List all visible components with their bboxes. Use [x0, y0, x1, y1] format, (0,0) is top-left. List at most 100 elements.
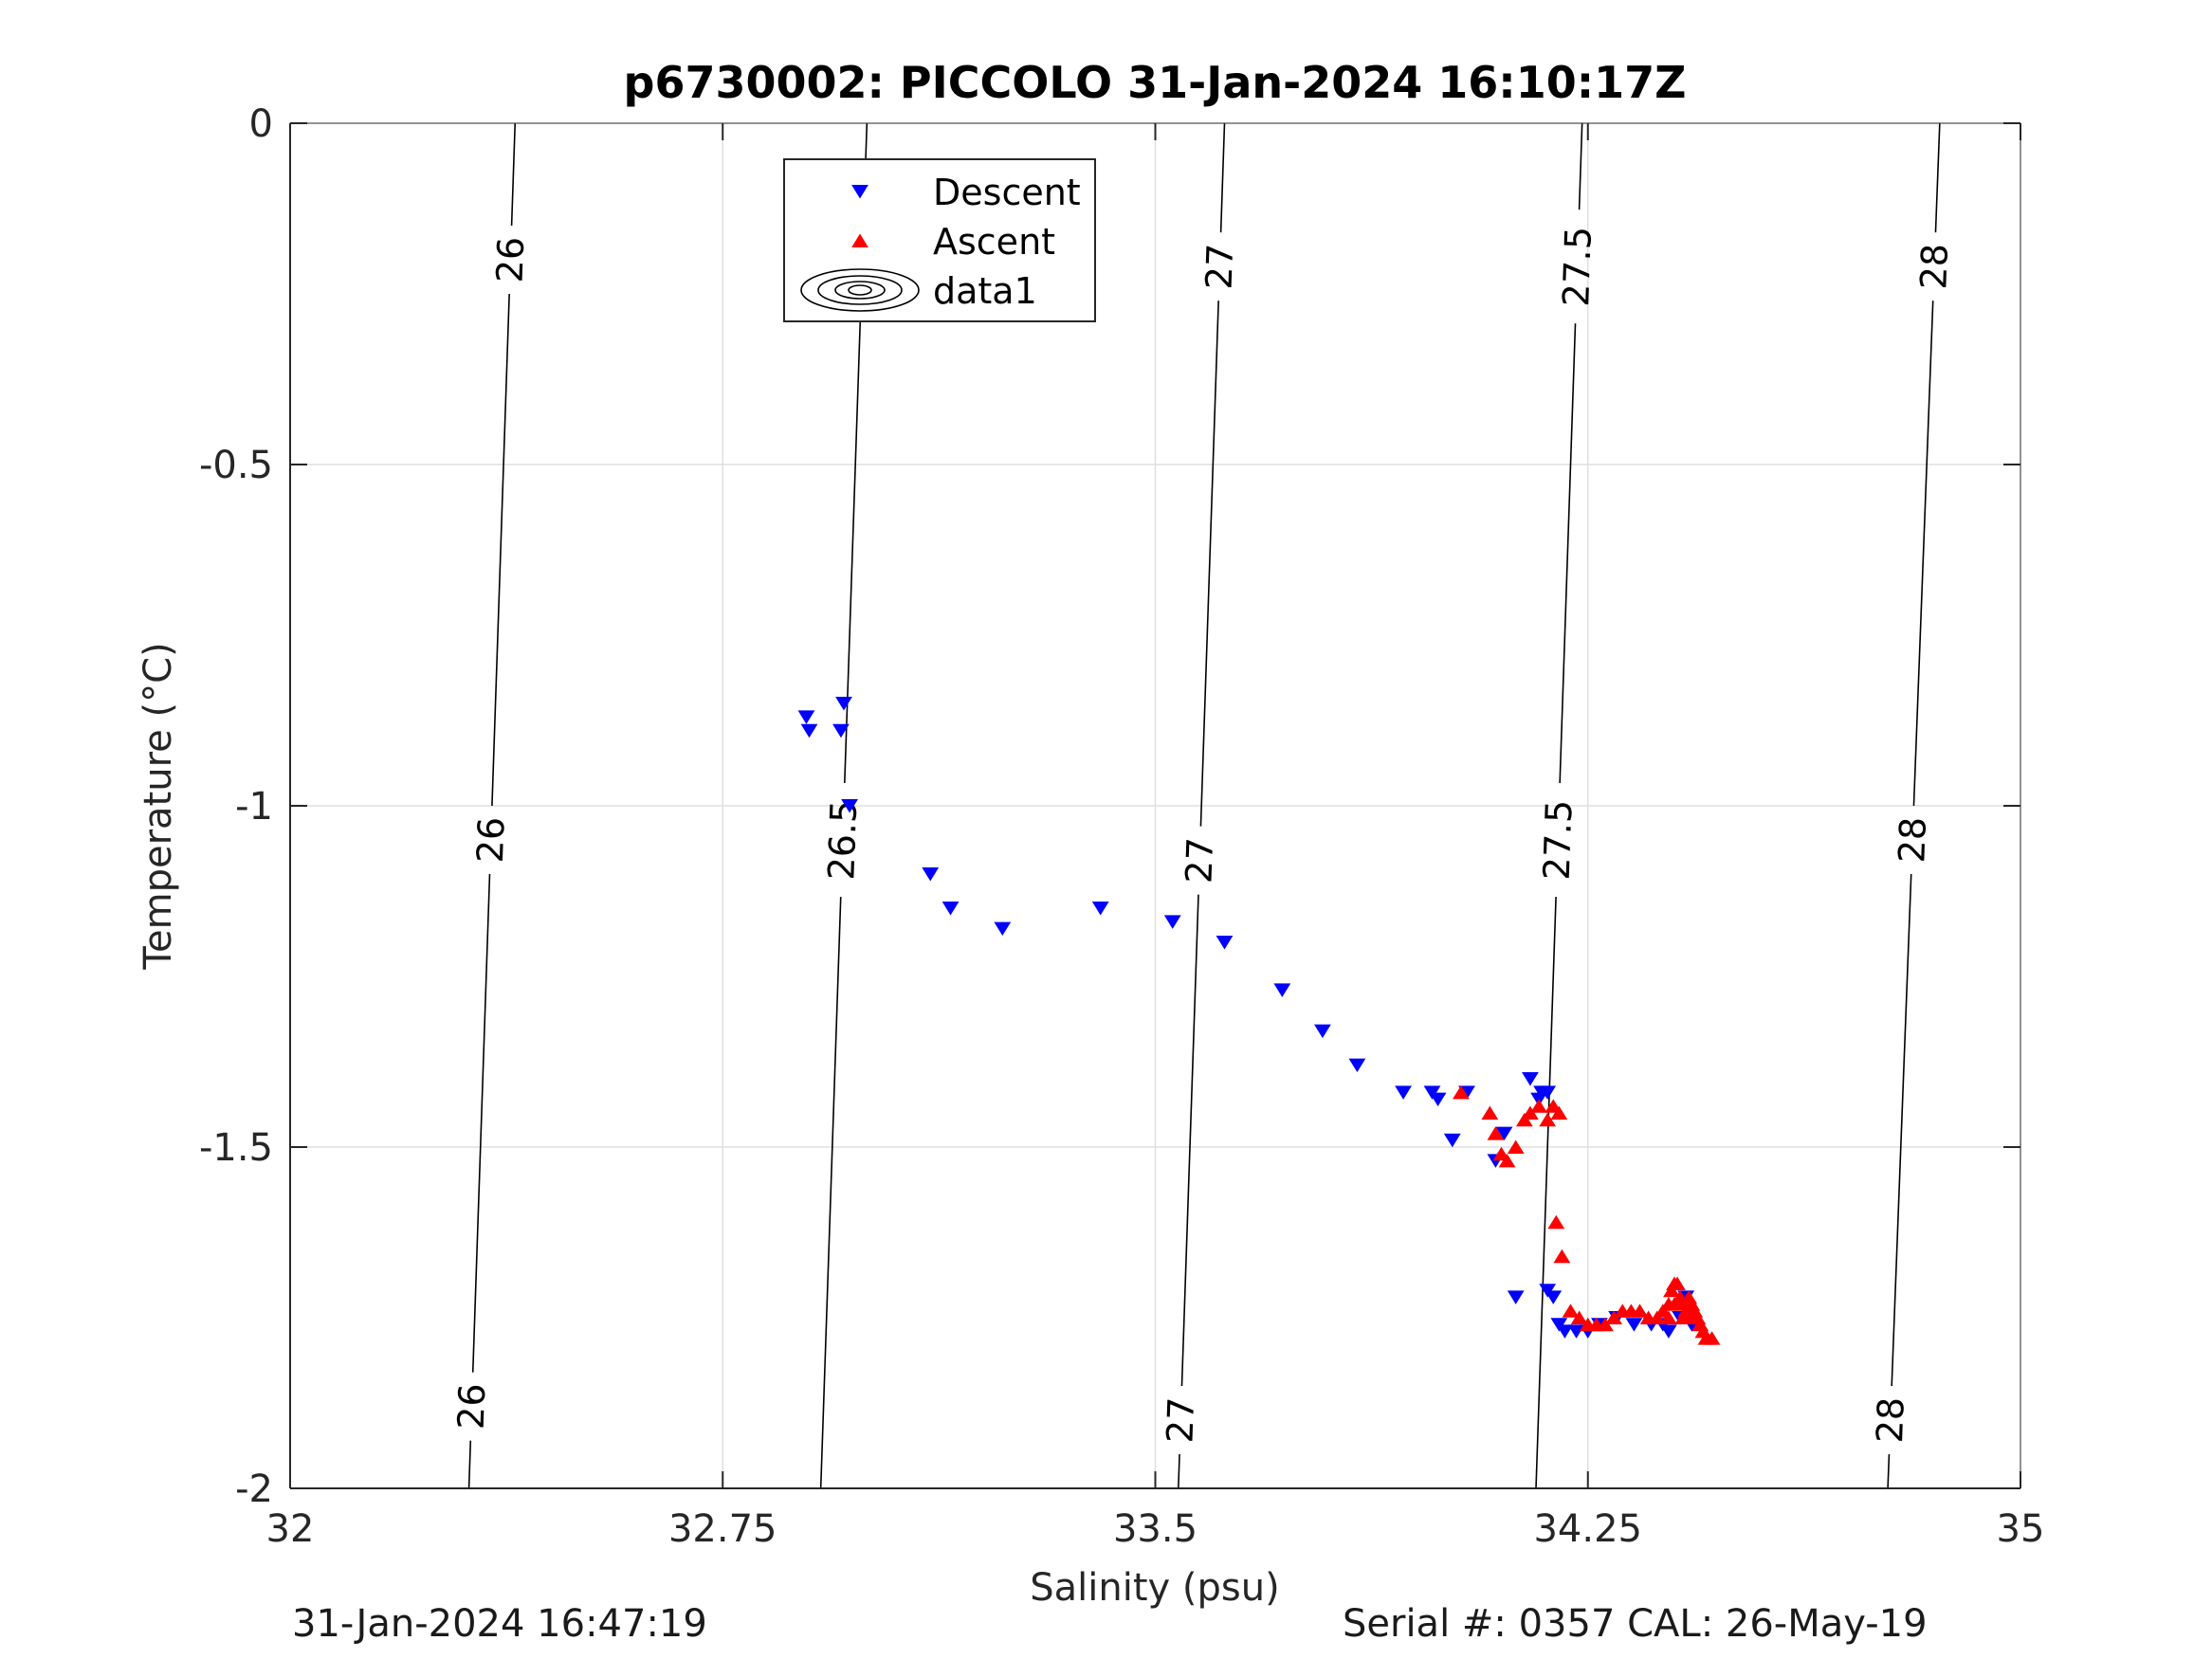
descent-point	[1423, 1085, 1441, 1100]
contour-label: 27.5	[1536, 799, 1581, 881]
ascent-point	[1663, 1283, 1680, 1298]
legend-marker-descent	[851, 185, 868, 199]
contour-line-segment	[1180, 894, 1199, 1387]
axes: 32 32.75 33.5 34.25 35 0 -0.5 -1 -1.5 -2	[199, 102, 2045, 1551]
ascent-point	[1453, 1085, 1470, 1100]
descent-point	[1550, 1318, 1568, 1332]
ascent-point	[1680, 1289, 1698, 1304]
x-axis-label: Salinity (psu)	[1030, 1566, 1279, 1610]
contour-label: 26	[450, 1383, 494, 1431]
contour-27: 27 27 27	[1159, 122, 1242, 1489]
x-tick-label: 32.75	[668, 1507, 777, 1551]
ascent-point	[1550, 1105, 1568, 1120]
contour-line-segment	[1578, 122, 1583, 210]
legend: Descent Ascent data1	[783, 158, 1096, 322]
contour-line-segment	[510, 122, 517, 227]
ascent-point	[1498, 1153, 1516, 1168]
contour-28: 28 28 28	[1869, 122, 1956, 1489]
descent-point	[1625, 1318, 1643, 1332]
ascent-point	[1703, 1331, 1721, 1345]
contour-label: 27	[1198, 243, 1242, 290]
descent-point	[941, 902, 960, 916]
descent-point	[797, 710, 815, 724]
contour-label: 26.5	[820, 799, 865, 881]
y-tick-label: -1.5	[199, 1126, 273, 1170]
contour-line-segment	[467, 1440, 472, 1489]
descent-point	[832, 723, 850, 738]
contour-label: 27	[1159, 1396, 1202, 1444]
ascent-point	[1660, 1310, 1677, 1324]
descent-point	[1556, 1324, 1574, 1339]
ascent-point	[1562, 1304, 1580, 1318]
y-tick-label: -2	[235, 1468, 273, 1511]
ascent-point	[1648, 1310, 1666, 1324]
descent-point	[1539, 1284, 1557, 1298]
ascent-point	[1515, 1112, 1533, 1127]
legend-contour-ring	[800, 268, 920, 312]
descent-point	[1567, 1324, 1585, 1339]
x-tick-label: 34.25	[1533, 1507, 1642, 1551]
descent-point	[1522, 1072, 1539, 1086]
grid-lines	[290, 123, 2020, 1488]
contour-26: 26 26 26	[450, 122, 532, 1489]
x-tick-label: 33.5	[1113, 1507, 1197, 1551]
legend-contour-ring	[817, 275, 903, 305]
ascent-series	[1453, 1085, 1721, 1345]
contour-line-segment	[471, 873, 491, 1373]
y-tick-label: 0	[249, 102, 273, 146]
descent-point	[1429, 1092, 1447, 1107]
descent-point	[1273, 983, 1291, 997]
contour-line-segment	[1887, 1453, 1891, 1489]
legend-contour-icon	[800, 268, 920, 312]
contour-label: 27.5	[1555, 226, 1600, 307]
descent-point	[1495, 1126, 1513, 1141]
descent-point	[1443, 1133, 1461, 1148]
descent-point	[1545, 1290, 1563, 1304]
legend-box	[783, 158, 1096, 322]
contour-line-segment	[1912, 301, 1934, 807]
contour-line-segment	[1535, 896, 1557, 1489]
ascent-point	[1487, 1126, 1505, 1140]
descent-point	[800, 723, 818, 738]
descent-point	[1507, 1290, 1525, 1304]
legend-label-ascent: Ascent	[933, 221, 1055, 263]
contour-27.5: 27.5 27.5	[1535, 122, 1600, 1489]
x-tick-label: 35	[1997, 1507, 2045, 1551]
contour-line-segment	[491, 293, 510, 807]
contour-label: 26	[469, 816, 513, 864]
descent-point	[1660, 1324, 1677, 1339]
x-tick-label: 32	[266, 1507, 315, 1551]
ascent-point	[1507, 1139, 1525, 1154]
footer-timestamp: 31-Jan-2024 16:47:19	[292, 1602, 707, 1646]
ascent-point	[1674, 1310, 1692, 1324]
descent-point	[1539, 1085, 1557, 1100]
descent-point	[841, 799, 858, 813]
ascent-point	[1605, 1310, 1623, 1324]
contour-label: 28	[1869, 1396, 1912, 1444]
descent-point	[922, 867, 940, 882]
ascent-point	[1597, 1317, 1614, 1332]
legend-label-data1: data1	[933, 270, 1037, 312]
contour-line-segment	[1199, 301, 1219, 827]
ascent-point	[1539, 1112, 1557, 1127]
ascent-point	[1570, 1310, 1588, 1324]
ascent-point	[1547, 1214, 1565, 1230]
contour-line-segment	[819, 896, 842, 1489]
legend-marker-ascent	[851, 233, 868, 247]
contour-line-segment	[1559, 323, 1577, 784]
descent-point	[1163, 915, 1181, 929]
y-axis-label: Temperature (°C)	[137, 642, 180, 970]
ascent-point	[1669, 1276, 1686, 1290]
descent-point	[994, 921, 1012, 937]
footer-serial-calibration: Serial #: 0357 CAL: 26-May-19	[1343, 1602, 1928, 1646]
ascent-point	[1522, 1105, 1539, 1120]
ascent-point	[1553, 1249, 1571, 1264]
descent-point	[1216, 936, 1234, 950]
contour-line-segment	[1219, 122, 1226, 233]
y-tick-label: -1	[235, 785, 273, 829]
descent-point	[835, 697, 852, 711]
ascent-point	[1481, 1105, 1499, 1120]
legend-contour-ring	[834, 281, 886, 300]
chart-title: p6730002: PICCOLO 31-Jan-2024 16:10:17Z	[624, 57, 1687, 108]
